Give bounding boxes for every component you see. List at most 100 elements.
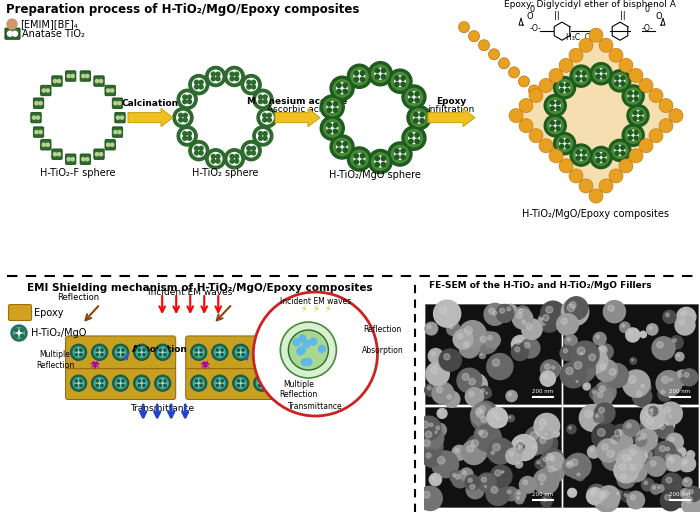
Circle shape bbox=[669, 415, 672, 418]
Circle shape bbox=[435, 365, 437, 367]
Circle shape bbox=[92, 344, 108, 360]
Circle shape bbox=[574, 361, 582, 369]
Circle shape bbox=[402, 85, 426, 109]
Circle shape bbox=[535, 459, 545, 468]
Circle shape bbox=[650, 484, 661, 494]
Text: Transmittance: Transmittance bbox=[288, 402, 343, 411]
FancyBboxPatch shape bbox=[80, 154, 90, 164]
Circle shape bbox=[193, 144, 205, 157]
Circle shape bbox=[589, 388, 602, 400]
Circle shape bbox=[487, 408, 508, 428]
Circle shape bbox=[155, 375, 171, 391]
Circle shape bbox=[647, 324, 658, 335]
Circle shape bbox=[686, 486, 700, 502]
Circle shape bbox=[263, 136, 267, 140]
Circle shape bbox=[237, 353, 239, 356]
Circle shape bbox=[680, 456, 696, 472]
Circle shape bbox=[625, 459, 648, 482]
Circle shape bbox=[544, 94, 566, 117]
Text: ⚡: ⚡ bbox=[300, 304, 307, 314]
Circle shape bbox=[447, 322, 460, 335]
Circle shape bbox=[480, 430, 487, 438]
Text: Multiple
Reflection: Multiple Reflection bbox=[36, 350, 74, 370]
Circle shape bbox=[571, 341, 599, 369]
Bar bbox=[424, 407, 561, 507]
Circle shape bbox=[464, 373, 487, 397]
Circle shape bbox=[477, 413, 497, 433]
Circle shape bbox=[483, 484, 490, 491]
Circle shape bbox=[391, 73, 409, 90]
Circle shape bbox=[560, 139, 569, 148]
Circle shape bbox=[449, 325, 453, 329]
Text: O: O bbox=[526, 12, 533, 21]
Circle shape bbox=[559, 58, 573, 72]
Circle shape bbox=[466, 435, 491, 460]
Circle shape bbox=[351, 151, 368, 167]
Circle shape bbox=[478, 430, 482, 435]
Circle shape bbox=[542, 315, 549, 321]
Circle shape bbox=[310, 338, 317, 345]
Circle shape bbox=[160, 380, 166, 386]
Circle shape bbox=[462, 373, 469, 380]
Circle shape bbox=[284, 384, 286, 387]
Circle shape bbox=[211, 375, 228, 391]
Circle shape bbox=[53, 153, 57, 156]
Circle shape bbox=[549, 149, 563, 163]
Circle shape bbox=[94, 378, 105, 389]
Circle shape bbox=[199, 85, 203, 89]
Circle shape bbox=[519, 317, 533, 331]
Circle shape bbox=[143, 349, 145, 351]
Circle shape bbox=[76, 349, 82, 355]
Circle shape bbox=[622, 454, 629, 462]
Circle shape bbox=[506, 448, 522, 464]
Circle shape bbox=[388, 142, 412, 166]
Text: -O-: -O- bbox=[530, 24, 542, 33]
Circle shape bbox=[492, 359, 500, 366]
Circle shape bbox=[570, 65, 592, 87]
Circle shape bbox=[640, 404, 666, 429]
Circle shape bbox=[235, 347, 246, 358]
Circle shape bbox=[458, 22, 470, 33]
Circle shape bbox=[493, 443, 500, 451]
Circle shape bbox=[158, 347, 168, 358]
Circle shape bbox=[453, 329, 473, 349]
Circle shape bbox=[482, 477, 486, 482]
Circle shape bbox=[444, 354, 450, 360]
Circle shape bbox=[566, 83, 569, 87]
Circle shape bbox=[455, 449, 459, 453]
Circle shape bbox=[354, 71, 358, 75]
Circle shape bbox=[550, 121, 560, 131]
Circle shape bbox=[606, 430, 633, 457]
Circle shape bbox=[257, 93, 269, 105]
Circle shape bbox=[382, 69, 386, 73]
Circle shape bbox=[602, 75, 606, 78]
Circle shape bbox=[235, 378, 246, 389]
Circle shape bbox=[629, 136, 632, 140]
Circle shape bbox=[661, 390, 665, 394]
Circle shape bbox=[689, 489, 693, 494]
Circle shape bbox=[97, 380, 103, 386]
Circle shape bbox=[114, 131, 117, 134]
Circle shape bbox=[395, 82, 399, 87]
Circle shape bbox=[410, 109, 428, 126]
Circle shape bbox=[134, 344, 150, 360]
Circle shape bbox=[199, 384, 202, 387]
Circle shape bbox=[323, 98, 341, 116]
Circle shape bbox=[678, 450, 681, 452]
Circle shape bbox=[245, 78, 258, 91]
Circle shape bbox=[452, 445, 467, 460]
Circle shape bbox=[529, 129, 543, 143]
Circle shape bbox=[556, 121, 560, 125]
Circle shape bbox=[688, 453, 690, 455]
Circle shape bbox=[649, 129, 663, 143]
Circle shape bbox=[566, 367, 573, 375]
Circle shape bbox=[216, 380, 218, 382]
Circle shape bbox=[53, 79, 57, 82]
Circle shape bbox=[134, 375, 150, 391]
Circle shape bbox=[685, 480, 687, 482]
Circle shape bbox=[491, 412, 497, 417]
Circle shape bbox=[680, 459, 692, 472]
Circle shape bbox=[615, 76, 624, 86]
Circle shape bbox=[111, 89, 114, 92]
Text: [EMIM][BF]₄: [EMIM][BF]₄ bbox=[20, 19, 78, 29]
